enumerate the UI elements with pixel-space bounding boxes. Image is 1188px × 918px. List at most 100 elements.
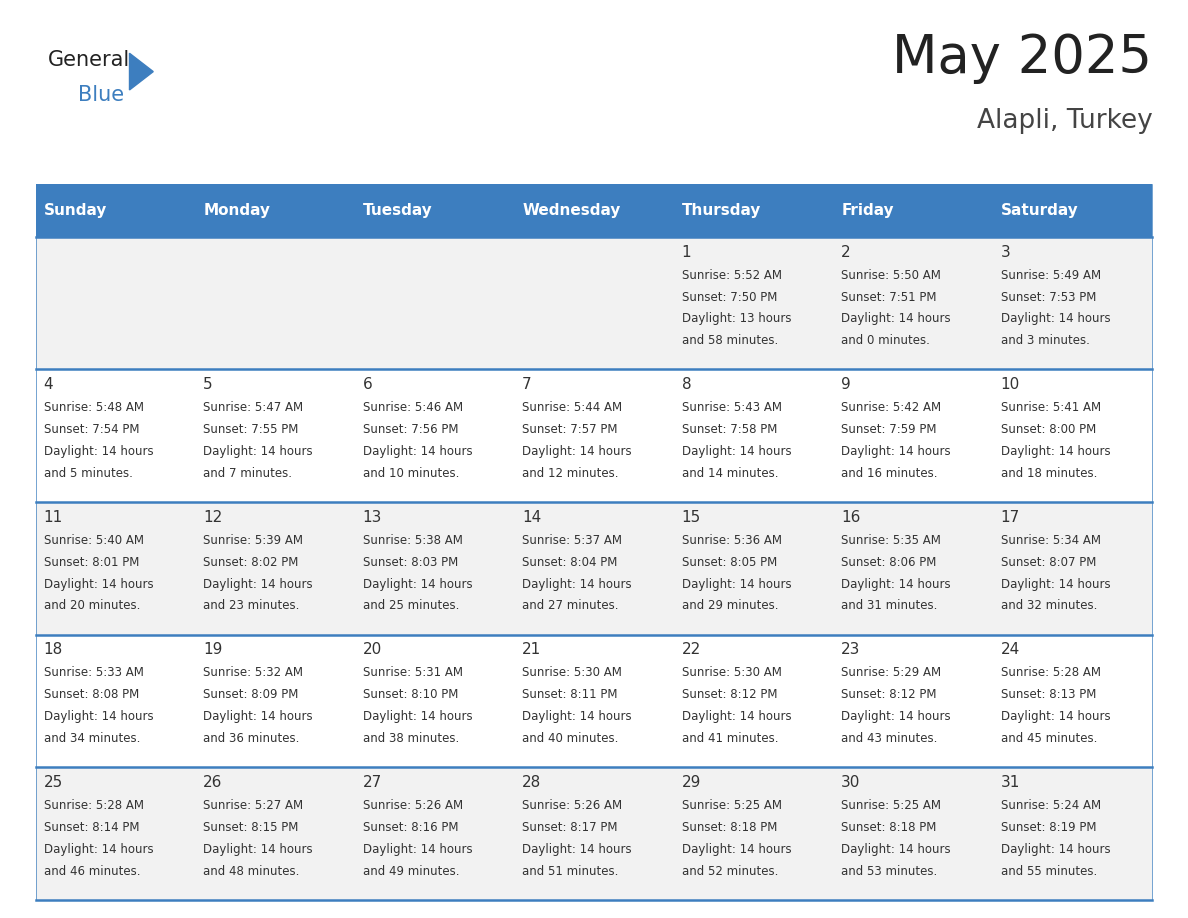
Text: Sunrise: 5:24 AM: Sunrise: 5:24 AM <box>1000 799 1101 812</box>
Bar <box>36 369 195 502</box>
Bar <box>195 237 355 369</box>
Text: Sunrise: 5:42 AM: Sunrise: 5:42 AM <box>841 401 941 414</box>
Text: and 45 minutes.: and 45 minutes. <box>1000 732 1098 744</box>
Text: 18: 18 <box>44 643 63 657</box>
Text: Daylight: 14 hours: Daylight: 14 hours <box>841 312 950 325</box>
Text: 27: 27 <box>362 775 381 790</box>
Text: Sunset: 7:51 PM: Sunset: 7:51 PM <box>841 290 937 304</box>
Text: Sunrise: 5:52 AM: Sunrise: 5:52 AM <box>682 269 782 282</box>
Text: and 38 minutes.: and 38 minutes. <box>362 732 459 744</box>
Text: 7: 7 <box>523 377 532 392</box>
Text: Daylight: 14 hours: Daylight: 14 hours <box>682 711 791 723</box>
Text: 22: 22 <box>682 643 701 657</box>
Text: Sunday: Sunday <box>44 203 107 218</box>
Text: Sunrise: 5:35 AM: Sunrise: 5:35 AM <box>841 533 941 547</box>
Bar <box>993 502 1152 634</box>
Text: Sunrise: 5:41 AM: Sunrise: 5:41 AM <box>1000 401 1101 414</box>
Text: Sunset: 8:10 PM: Sunset: 8:10 PM <box>362 688 459 701</box>
Text: Daylight: 14 hours: Daylight: 14 hours <box>44 577 153 590</box>
Text: 8: 8 <box>682 377 691 392</box>
Text: Daylight: 14 hours: Daylight: 14 hours <box>841 577 950 590</box>
Bar <box>355 634 514 767</box>
Text: and 36 minutes.: and 36 minutes. <box>203 732 299 744</box>
Text: and 5 minutes.: and 5 minutes. <box>44 467 133 480</box>
Text: Sunset: 8:11 PM: Sunset: 8:11 PM <box>523 688 618 701</box>
Text: Sunrise: 5:49 AM: Sunrise: 5:49 AM <box>1000 269 1101 282</box>
Text: 20: 20 <box>362 643 381 657</box>
Text: Daylight: 14 hours: Daylight: 14 hours <box>44 711 153 723</box>
Bar <box>833 634 993 767</box>
Bar <box>355 369 514 502</box>
Bar <box>833 767 993 900</box>
Text: and 25 minutes.: and 25 minutes. <box>362 599 459 612</box>
Text: Daylight: 14 hours: Daylight: 14 hours <box>841 711 950 723</box>
Text: Tuesday: Tuesday <box>362 203 432 218</box>
Bar <box>514 237 674 369</box>
Text: Sunrise: 5:30 AM: Sunrise: 5:30 AM <box>682 666 782 679</box>
Bar <box>993 369 1152 502</box>
Text: Sunrise: 5:27 AM: Sunrise: 5:27 AM <box>203 799 303 812</box>
Text: Sunrise: 5:31 AM: Sunrise: 5:31 AM <box>362 666 462 679</box>
Text: and 40 minutes.: and 40 minutes. <box>523 732 619 744</box>
Text: and 27 minutes.: and 27 minutes. <box>523 599 619 612</box>
Text: Sunrise: 5:26 AM: Sunrise: 5:26 AM <box>523 799 623 812</box>
Bar <box>833 369 993 502</box>
Bar <box>36 634 195 767</box>
Bar <box>674 184 833 237</box>
Text: Saturday: Saturday <box>1000 203 1079 218</box>
Text: Daylight: 13 hours: Daylight: 13 hours <box>682 312 791 325</box>
Text: and 51 minutes.: and 51 minutes. <box>523 865 619 878</box>
Text: 1: 1 <box>682 245 691 260</box>
Text: Sunrise: 5:46 AM: Sunrise: 5:46 AM <box>362 401 463 414</box>
Text: Sunrise: 5:34 AM: Sunrise: 5:34 AM <box>1000 533 1101 547</box>
Bar <box>514 184 674 237</box>
Text: Sunset: 8:01 PM: Sunset: 8:01 PM <box>44 555 139 568</box>
Text: and 58 minutes.: and 58 minutes. <box>682 334 778 347</box>
Text: 11: 11 <box>44 509 63 525</box>
Text: Sunrise: 5:47 AM: Sunrise: 5:47 AM <box>203 401 303 414</box>
Text: 4: 4 <box>44 377 53 392</box>
Text: Friday: Friday <box>841 203 893 218</box>
Text: Daylight: 14 hours: Daylight: 14 hours <box>203 445 312 458</box>
Text: Sunrise: 5:30 AM: Sunrise: 5:30 AM <box>523 666 623 679</box>
Text: Sunrise: 5:50 AM: Sunrise: 5:50 AM <box>841 269 941 282</box>
Text: Sunrise: 5:25 AM: Sunrise: 5:25 AM <box>682 799 782 812</box>
Text: Daylight: 14 hours: Daylight: 14 hours <box>1000 312 1111 325</box>
Bar <box>674 369 833 502</box>
Text: and 12 minutes.: and 12 minutes. <box>523 467 619 480</box>
Text: and 14 minutes.: and 14 minutes. <box>682 467 778 480</box>
Bar <box>993 767 1152 900</box>
Text: Daylight: 14 hours: Daylight: 14 hours <box>44 445 153 458</box>
Text: Sunset: 8:18 PM: Sunset: 8:18 PM <box>841 821 936 834</box>
Bar <box>674 502 833 634</box>
Text: Sunset: 7:55 PM: Sunset: 7:55 PM <box>203 423 298 436</box>
Text: Sunset: 8:00 PM: Sunset: 8:00 PM <box>1000 423 1097 436</box>
Text: Sunset: 8:04 PM: Sunset: 8:04 PM <box>523 555 618 568</box>
Text: 9: 9 <box>841 377 851 392</box>
Text: and 43 minutes.: and 43 minutes. <box>841 732 937 744</box>
Bar <box>993 634 1152 767</box>
Text: Sunrise: 5:25 AM: Sunrise: 5:25 AM <box>841 799 941 812</box>
Text: and 18 minutes.: and 18 minutes. <box>1000 467 1098 480</box>
Text: Daylight: 14 hours: Daylight: 14 hours <box>362 711 473 723</box>
Bar <box>355 767 514 900</box>
Text: Daylight: 14 hours: Daylight: 14 hours <box>682 843 791 856</box>
Bar <box>514 369 674 502</box>
Text: 17: 17 <box>1000 509 1020 525</box>
Text: Sunset: 7:58 PM: Sunset: 7:58 PM <box>682 423 777 436</box>
Polygon shape <box>129 53 153 90</box>
Text: 23: 23 <box>841 643 860 657</box>
Text: 29: 29 <box>682 775 701 790</box>
Text: Daylight: 14 hours: Daylight: 14 hours <box>523 577 632 590</box>
Text: and 23 minutes.: and 23 minutes. <box>203 599 299 612</box>
Text: Sunset: 8:12 PM: Sunset: 8:12 PM <box>682 688 777 701</box>
Text: and 10 minutes.: and 10 minutes. <box>362 467 459 480</box>
Text: Sunset: 8:15 PM: Sunset: 8:15 PM <box>203 821 298 834</box>
Text: 21: 21 <box>523 643 542 657</box>
Text: Sunrise: 5:32 AM: Sunrise: 5:32 AM <box>203 666 303 679</box>
Bar <box>993 237 1152 369</box>
Text: 5: 5 <box>203 377 213 392</box>
Text: Alapli, Turkey: Alapli, Turkey <box>977 108 1152 134</box>
Text: Daylight: 14 hours: Daylight: 14 hours <box>362 843 473 856</box>
Bar <box>355 502 514 634</box>
